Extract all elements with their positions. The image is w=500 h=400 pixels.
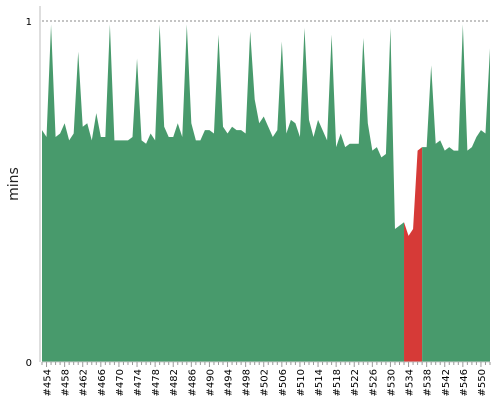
x-tick-label: #506 (278, 369, 289, 396)
x-tick-label: #542 (441, 369, 452, 396)
x-tick-label: #510 (296, 369, 307, 396)
x-tick-label: #518 (332, 369, 343, 396)
x-tick-label: #478 (151, 369, 162, 396)
x-tick-label: #550 (477, 369, 488, 396)
failed-area-segment (404, 147, 423, 362)
x-tick-label: #482 (169, 369, 180, 396)
area-series (42, 24, 490, 362)
x-tick-label: #534 (405, 369, 416, 396)
x-tick-label: #466 (97, 369, 108, 396)
x-tick-label: #530 (386, 369, 397, 396)
area-segment (42, 24, 405, 362)
y-tick-label-max: 1 (26, 17, 32, 28)
x-tick-label: #462 (79, 369, 90, 396)
x-tick-label: #526 (368, 369, 379, 396)
x-tick-label: #502 (260, 369, 271, 396)
x-tick-label: #494 (224, 369, 235, 396)
y-tick-label-min: 0 (26, 358, 32, 369)
x-tick-label: #454 (43, 369, 54, 396)
x-ticks: #454 #458 #462 #466 #470 #474 #478 #482 #486 #490… (41, 362, 491, 396)
x-tick-label: #486 (187, 369, 198, 396)
x-tick-label: #470 (115, 369, 126, 396)
x-tick-label: #490 (205, 369, 216, 396)
x-tick-label: #522 (350, 369, 361, 396)
x-tick-label: #498 (242, 369, 253, 396)
x-tick-label: #474 (133, 369, 144, 396)
x-tick-label: #546 (459, 369, 470, 396)
area-segment (422, 24, 490, 362)
x-tick-label: #514 (314, 369, 325, 396)
x-tick-label: #538 (423, 369, 434, 396)
y-axis-label: mins (6, 167, 22, 201)
x-tick-label: #458 (61, 369, 72, 396)
